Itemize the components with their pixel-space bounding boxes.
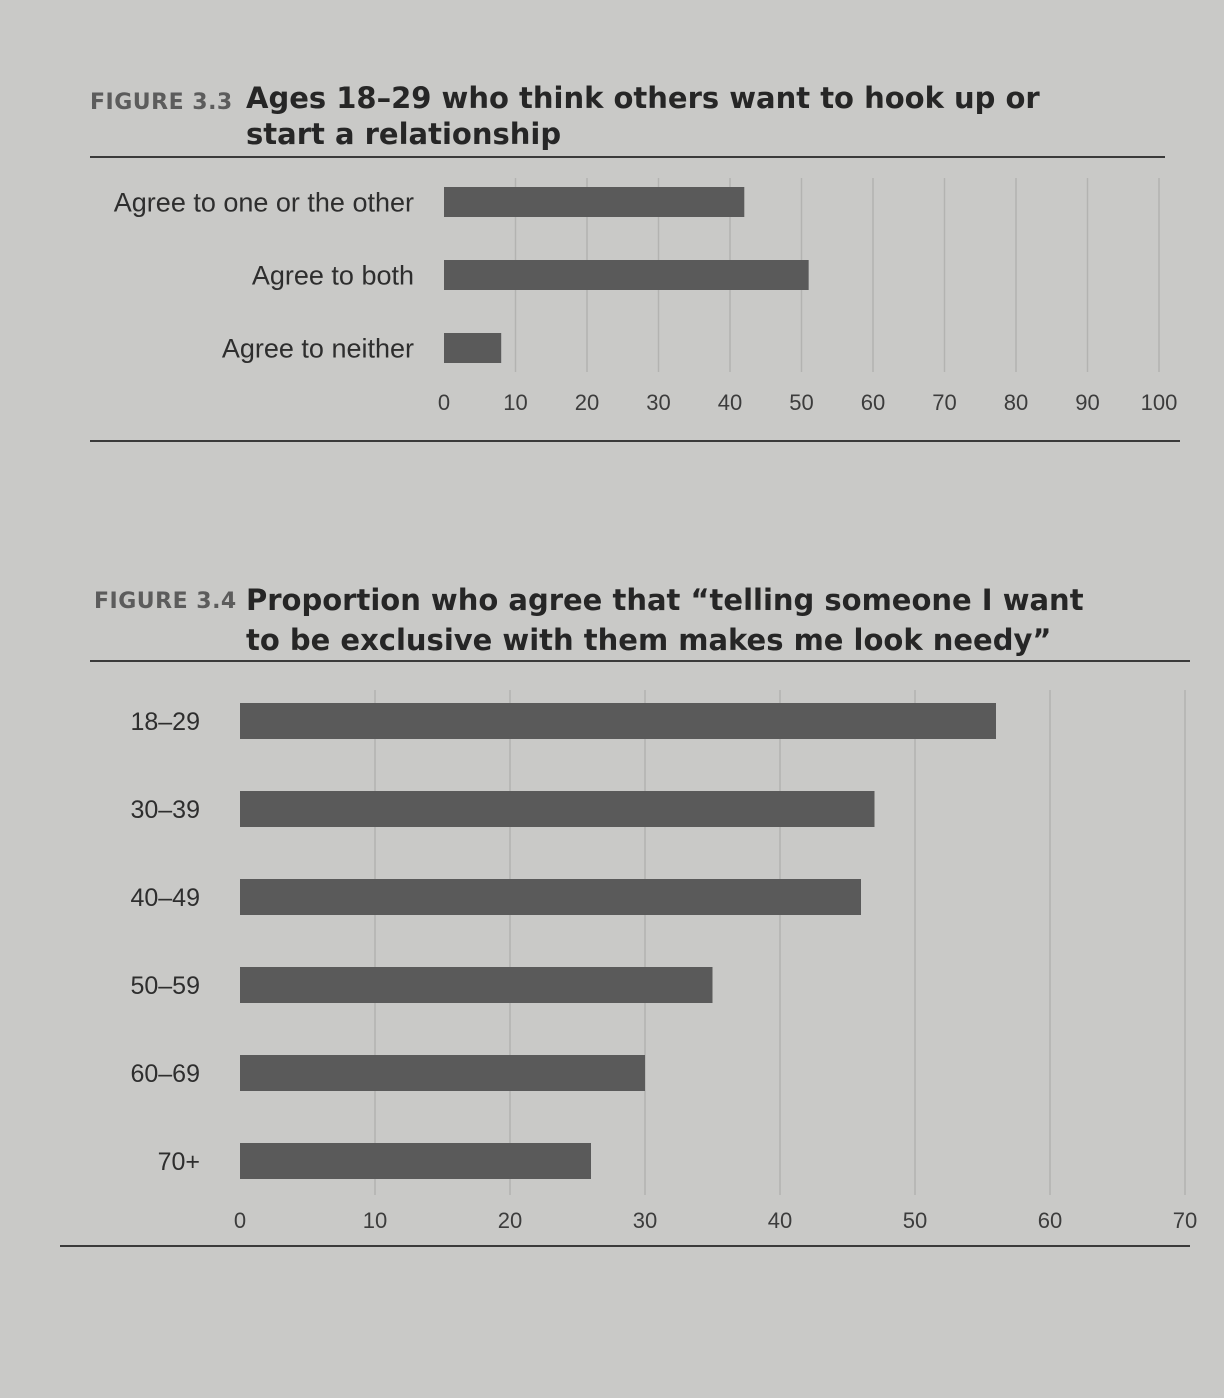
category-label: Agree to neither <box>222 333 414 363</box>
figure-3-3-title-line1: Ages 18–29 who think others want to hook… <box>246 81 1040 115</box>
bar <box>444 260 809 290</box>
category-label: Agree to both <box>252 260 414 290</box>
x-tick-label: 40 <box>718 390 742 415</box>
figure-3-4-top-rule <box>90 660 1190 662</box>
x-tick-label: 70 <box>932 390 956 415</box>
figure-3-4-label: FIGURE 3.4 <box>94 589 237 614</box>
x-tick-label: 100 <box>1141 390 1178 415</box>
x-tick-label: 50 <box>789 390 813 415</box>
figure-3-3-top-rule <box>90 156 1165 158</box>
x-tick-label: 80 <box>1004 390 1028 415</box>
figure-3-3-label: FIGURE 3.3 <box>90 90 233 115</box>
bar <box>444 187 745 217</box>
x-tick-label: 60 <box>861 390 885 415</box>
figure-3-4-bottom-rule <box>60 1245 1190 1247</box>
bar <box>444 333 502 363</box>
figure-3-3-bottom-rule <box>90 440 1180 442</box>
x-tick-label: 20 <box>575 390 599 415</box>
x-tick-label: 0 <box>438 390 450 415</box>
figure-3-4-title-line2: to be exclusive with them makes me look … <box>246 623 1052 657</box>
figure-3-3-title-line2: start a relationship <box>246 117 562 151</box>
x-tick-label: 10 <box>503 390 527 415</box>
x-tick-label: 90 <box>1075 390 1099 415</box>
figure-3-4-title-line1: Proportion who agree that “telling someo… <box>246 583 1084 617</box>
x-tick-label: 30 <box>646 390 670 415</box>
category-label: Agree to one or the other <box>114 187 414 217</box>
